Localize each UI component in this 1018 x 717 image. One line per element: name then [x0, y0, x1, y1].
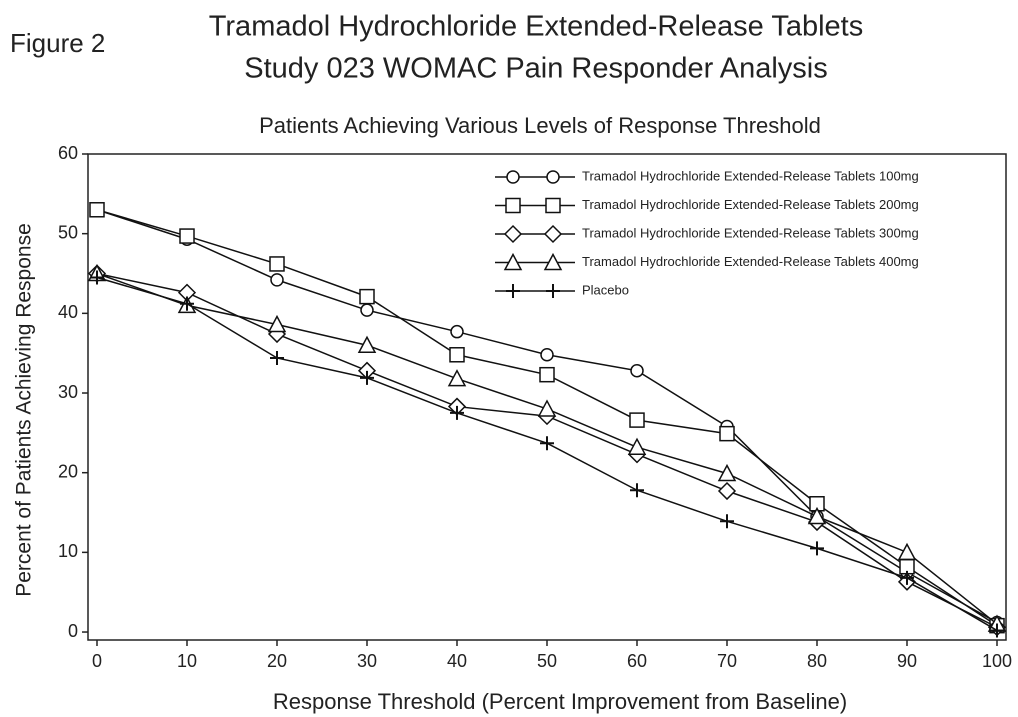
data-point [447, 369, 467, 387]
plot-title: Patients Achieving Various Levels of Res… [259, 113, 821, 138]
data-point [537, 399, 557, 417]
data-point [359, 288, 375, 305]
x-tick-label: 20 [267, 651, 287, 671]
legend-marker [546, 170, 560, 184]
legend-label: Tramadol Hydrochloride Extended-Release … [582, 225, 919, 240]
legend-label: Tramadol Hydrochloride Extended-Release … [582, 168, 919, 183]
data-point [540, 348, 554, 362]
data-point [720, 514, 734, 529]
data-point [449, 347, 465, 363]
chart-title: Tramadol Hydrochloride Extended-Release … [209, 11, 863, 43]
legend-label: Tramadol Hydrochloride Extended-Release … [582, 254, 919, 269]
data-point [810, 541, 824, 556]
data-point [717, 463, 737, 482]
x-tick-label: 40 [447, 651, 467, 671]
legend-marker [503, 252, 523, 271]
x-tick-label: 30 [357, 651, 377, 671]
data-point [360, 370, 374, 385]
legend-marker [503, 224, 523, 244]
data-point [90, 270, 104, 285]
data-point [267, 314, 287, 333]
x-axis-label: Response Threshold (Percent Improvement … [273, 689, 847, 714]
data-point [357, 335, 377, 353]
x-tick-label: 50 [537, 651, 557, 671]
data-point [719, 425, 735, 442]
data-point [180, 296, 194, 311]
legend-marker [545, 197, 561, 214]
data-point [450, 405, 464, 420]
data-point [629, 412, 645, 428]
y-tick-label: 60 [58, 143, 78, 163]
chart-subtitle: Study 023 WOMAC Pain Responder Analysis [244, 53, 828, 85]
data-point [450, 324, 464, 339]
legend-marker [506, 284, 520, 298]
data-point [540, 436, 554, 451]
data-point [270, 273, 284, 287]
figure-label: Figure 2 [10, 28, 105, 58]
data-point [807, 506, 827, 525]
series-line [96, 272, 998, 628]
data-point [897, 542, 917, 561]
legend-marker [543, 252, 563, 271]
data-point [990, 623, 1004, 638]
y-tick-label: 50 [58, 222, 78, 242]
x-tick-label: 80 [807, 651, 827, 671]
legend-marker [543, 224, 563, 244]
y-tick-label: 10 [58, 541, 78, 561]
data-point [269, 256, 285, 272]
data-point [627, 437, 647, 455]
data-point [539, 366, 555, 383]
y-tick-label: 40 [58, 302, 78, 322]
legend-label: Tramadol Hydrochloride Extended-Release … [582, 197, 919, 212]
y-tick-label: 30 [58, 382, 78, 402]
x-tick-label: 90 [897, 651, 917, 671]
series-line [96, 276, 998, 632]
data-point [717, 481, 737, 501]
y-tick-label: 0 [68, 621, 78, 641]
legend-marker [506, 170, 520, 184]
x-tick-label: 100 [982, 651, 1012, 671]
y-axis-label: Percent of Patients Achieving Response [13, 223, 36, 597]
data-point [630, 483, 644, 498]
legend-label: Placebo [582, 282, 629, 297]
legend-marker [505, 197, 521, 214]
y-tick-label: 20 [58, 461, 78, 481]
x-tick-label: 10 [177, 651, 197, 671]
data-point [360, 303, 374, 317]
data-point [270, 350, 284, 365]
data-point [630, 363, 644, 378]
x-tick-label: 60 [627, 651, 647, 671]
data-point [89, 202, 105, 218]
legend-marker [546, 284, 560, 298]
x-tick-label: 0 [92, 651, 102, 671]
data-point [900, 570, 914, 585]
x-tick-label: 70 [717, 651, 737, 671]
data-point [179, 228, 195, 244]
